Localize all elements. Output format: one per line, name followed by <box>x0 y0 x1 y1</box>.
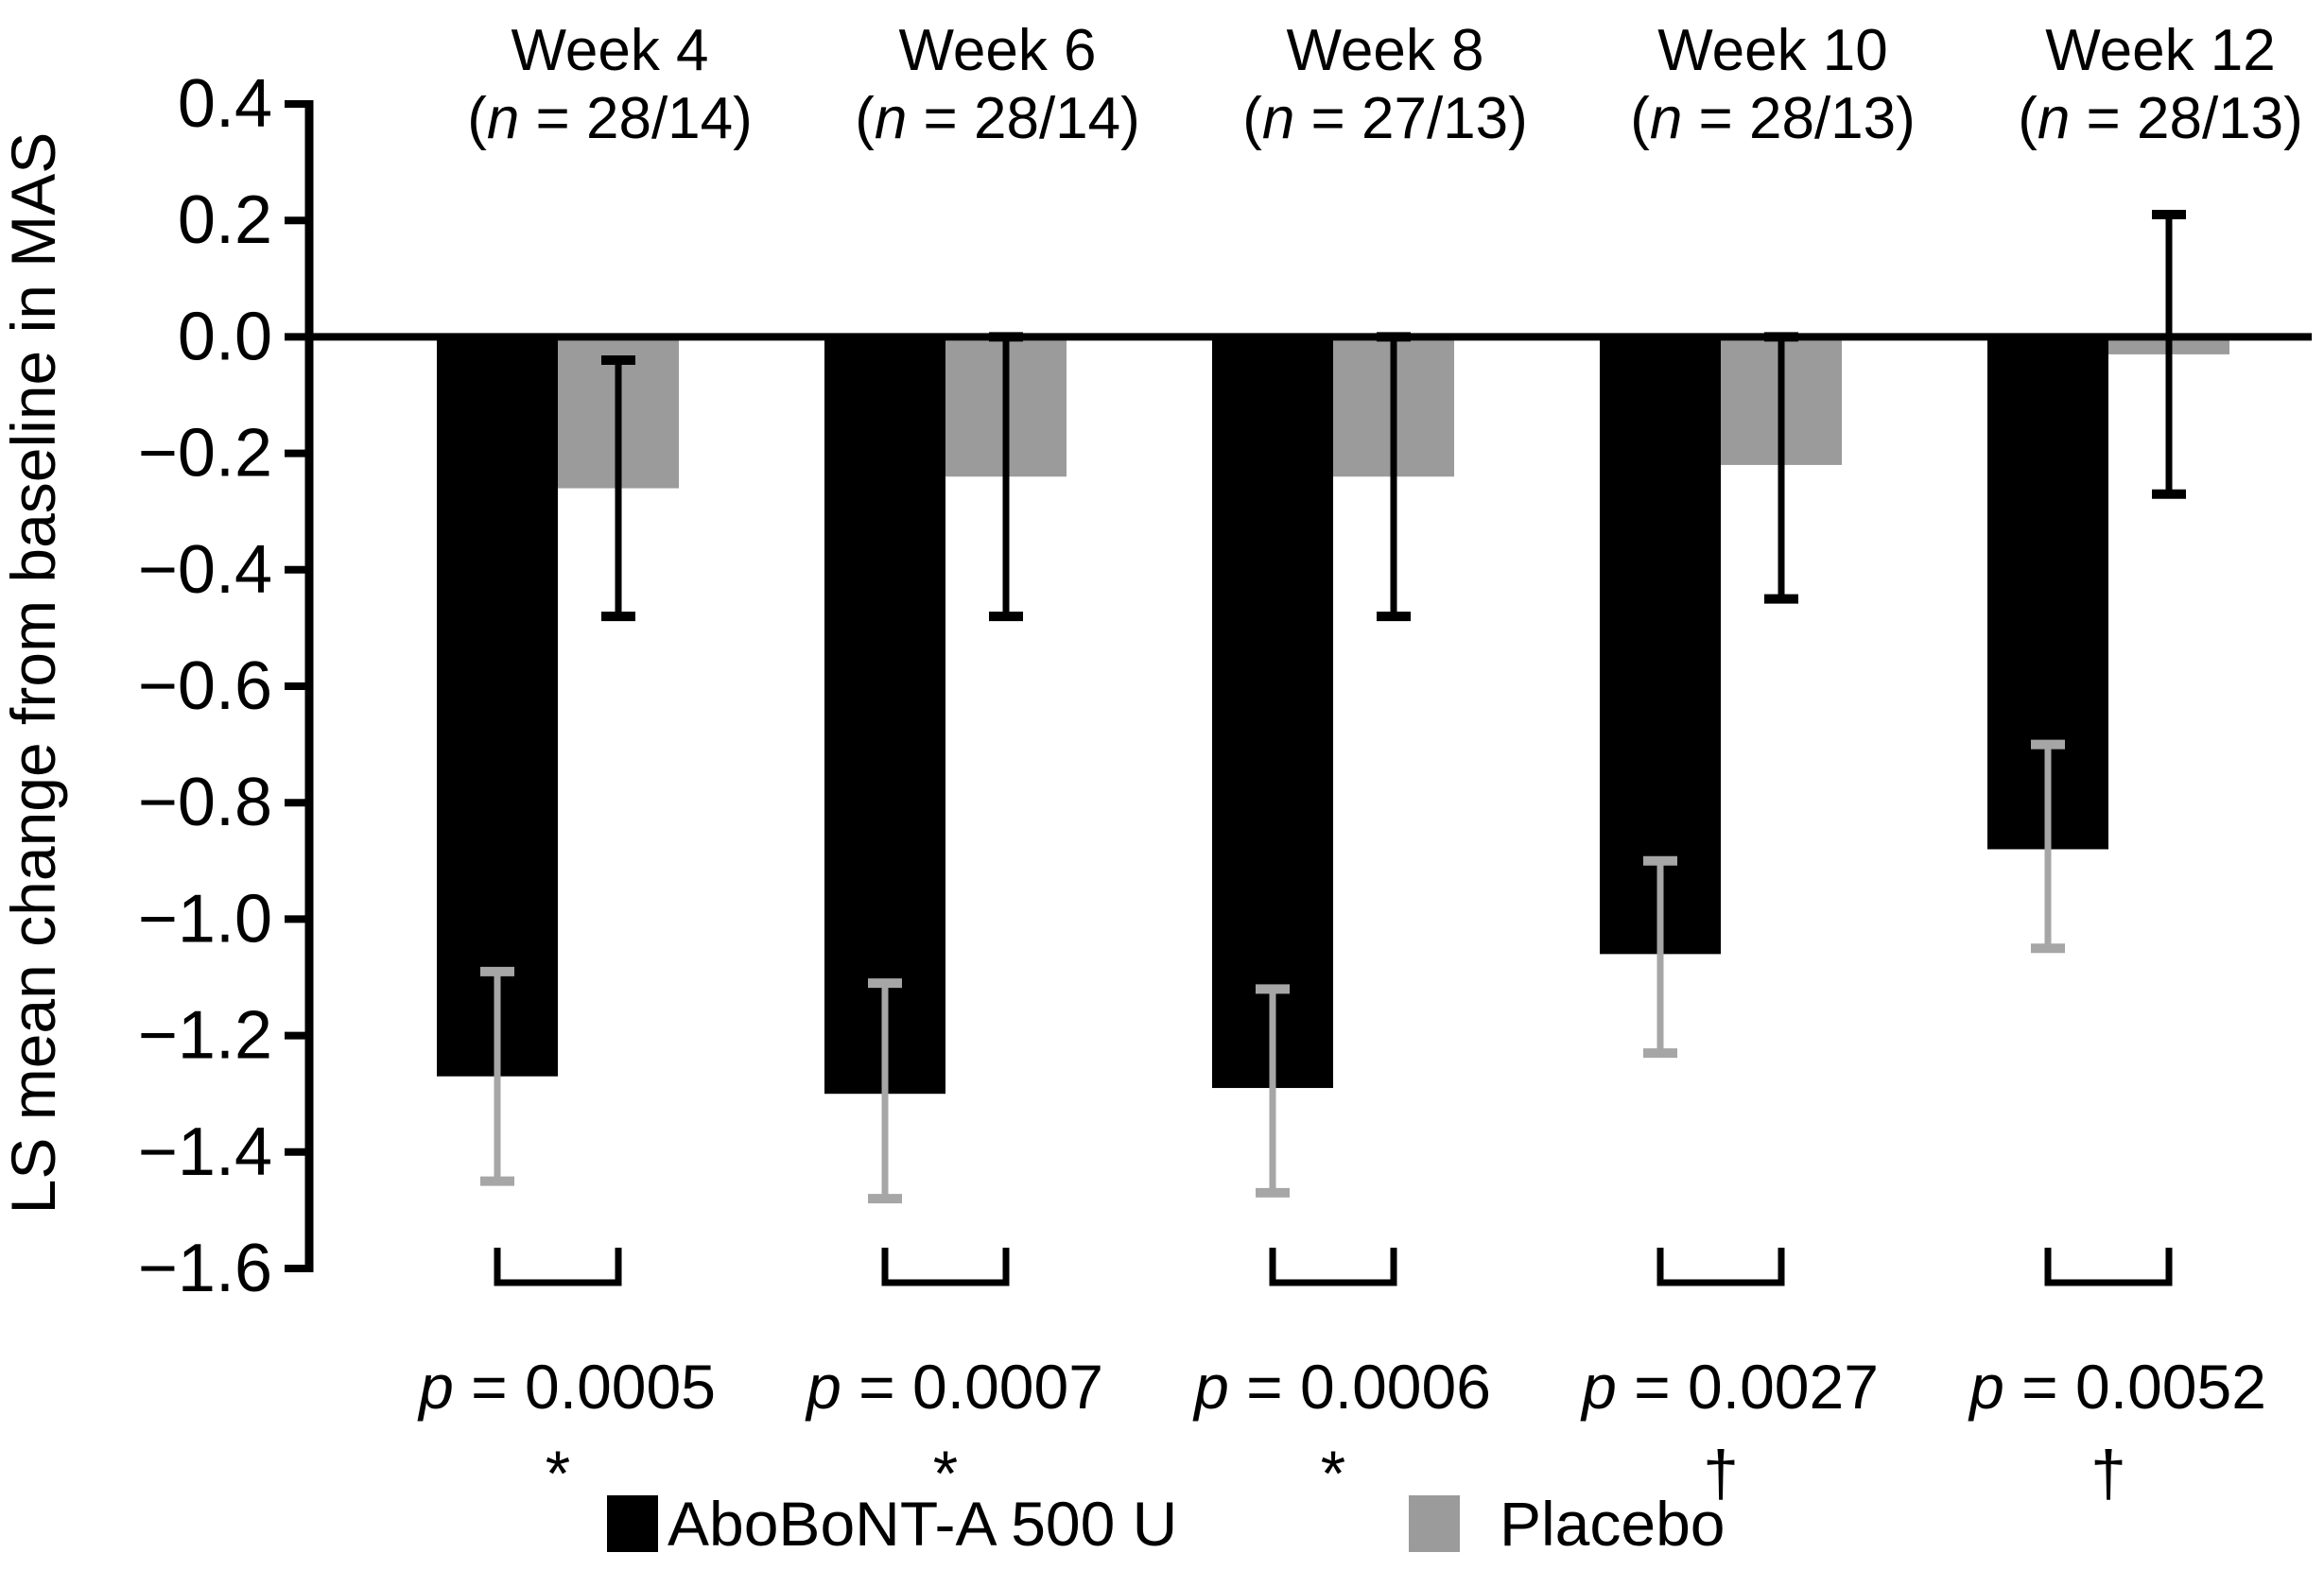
bar-abobont-a-500-u-week-8 <box>1212 336 1333 1089</box>
p-value-week-10: p = 0.0027 <box>1580 1352 1879 1422</box>
p-value-week-8: p = 0.0006 <box>1192 1352 1491 1422</box>
y-tick-label-0-6: −0.6 <box>138 648 272 724</box>
chart-plot-area: 0.4 0.2 0.0 −0.2 −0.4 −0.6 −0.8 −1.0 −1.2 −1.4 −1.… <box>138 18 2312 1510</box>
p-value-week-6: p = 0.0007 <box>805 1352 1103 1422</box>
legend-item-placebo: Placebo <box>1409 1489 1726 1559</box>
group-n-label-week-8: (n = 27/13) <box>1242 86 1528 151</box>
significance-marker-week-8: * <box>1321 1438 1345 1510</box>
legend-label-abobont: AboBoNT-A 500 U <box>668 1489 1178 1559</box>
comparison-bracket-week-12 <box>2044 1248 2173 1286</box>
y-tick-label-1-6: −1.6 <box>138 1231 272 1306</box>
significance-marker-week-6: * <box>933 1438 958 1510</box>
legend-swatch-placebo <box>1409 1495 1460 1552</box>
legend-item-abobont: AboBoNT-A 500 U <box>607 1489 1178 1559</box>
group-header-week-4: Week 4 <box>511 18 708 83</box>
bar-abobont-a-500-u-week-4 <box>437 336 558 1077</box>
y-tick-label-0-2: −0.2 <box>138 416 272 492</box>
group-n-label-week-12: (n = 28/13) <box>2018 86 2303 151</box>
significance-marker-week-12: † <box>2090 1438 2126 1510</box>
y-tick-label-0-4: 0.4 <box>178 66 272 142</box>
legend-label-placebo: Placebo <box>1500 1489 1726 1559</box>
y-tick-label-1-2: −1.2 <box>138 998 272 1074</box>
p-value-week-12: p = 0.0052 <box>1968 1352 2266 1422</box>
group-header-week-12: Week 12 <box>2045 18 2276 83</box>
y-tick-label-0-0: 0.0 <box>178 299 272 374</box>
comparison-bracket-week-8 <box>1269 1248 1397 1286</box>
legend-swatch-abobont <box>607 1495 658 1552</box>
group-header-week-10: Week 10 <box>1657 18 1888 83</box>
y-tick-label-0-2: 0.2 <box>178 182 272 258</box>
p-value-week-4: p = 0.0005 <box>417 1352 716 1422</box>
group-n-label-week-6: (n = 28/14) <box>855 86 1140 151</box>
group-header-week-6: Week 6 <box>898 18 1096 83</box>
y-tick-label-1-4: −1.4 <box>138 1114 272 1190</box>
group-n-label-week-10: (n = 28/13) <box>1630 86 1916 151</box>
bar-abobont-a-500-u-week-6 <box>824 336 945 1095</box>
comparison-bracket-week-4 <box>494 1248 622 1286</box>
y-axis-label: LS mean change from baseline in MAS <box>0 132 68 1215</box>
significance-marker-week-10: † <box>1703 1438 1739 1510</box>
y-tick-label-0-8: −0.8 <box>138 765 272 840</box>
y-tick-label-1-0: −1.0 <box>138 881 272 957</box>
group-header-week-8: Week 8 <box>1286 18 1483 83</box>
bar-abobont-a-500-u-week-10 <box>1600 336 1721 955</box>
significance-marker-week-4: * <box>546 1438 570 1510</box>
y-tick-label-0-4: −0.4 <box>138 532 272 608</box>
comparison-bracket-week-10 <box>1656 1248 1785 1286</box>
group-n-label-week-4: (n = 28/14) <box>467 86 753 151</box>
comparison-bracket-week-6 <box>881 1248 1010 1286</box>
